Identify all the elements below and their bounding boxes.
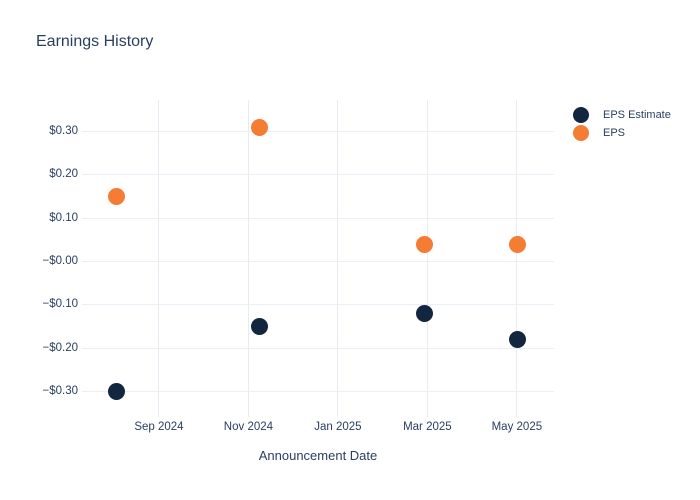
y-tick-label: $0.30 [49, 125, 78, 138]
grid-line-y [82, 131, 554, 133]
data-point-eps[interactable] [107, 188, 125, 206]
y-tick-label: $0.10 [49, 211, 78, 224]
data-point-eps-estimate[interactable] [251, 318, 269, 336]
legend-marker-eps [573, 125, 589, 141]
data-point-eps-estimate[interactable] [415, 305, 433, 323]
data-point-eps-estimate[interactable] [508, 331, 526, 349]
grid-line-y [82, 217, 554, 219]
legend-marker-eps-estimate [573, 107, 589, 123]
data-point-eps[interactable] [415, 235, 433, 253]
data-point-eps[interactable] [508, 235, 526, 253]
chart-title: Earnings History [36, 33, 154, 50]
grid-line-x [516, 100, 518, 417]
grid-line-y [82, 261, 554, 263]
data-point-eps[interactable] [251, 118, 269, 136]
grid-line-y [82, 391, 554, 393]
grid-line-x [247, 100, 249, 417]
y-tick-label: −$0.30 [42, 385, 79, 398]
y-tick-label: −$0.20 [42, 341, 79, 354]
legend-label-eps: EPS [603, 127, 626, 139]
legend: EPS Estimate EPS [573, 106, 671, 142]
grid-line-y [82, 347, 554, 349]
grid-line-y [82, 174, 554, 176]
y-tick-label: $0.20 [49, 168, 78, 181]
grid-line-x [158, 100, 160, 417]
legend-item-eps[interactable]: EPS [573, 124, 671, 142]
y-tick-label: −$0.00 [42, 255, 79, 268]
x-tick-label: Nov 2024 [223, 421, 274, 433]
x-tick-label: May 2025 [491, 421, 543, 433]
grid-line-x [426, 100, 428, 417]
x-tick-label: Jan 2025 [314, 421, 362, 433]
plot-area [82, 100, 554, 417]
grid-line-x [337, 100, 339, 417]
data-point-eps-estimate[interactable] [107, 383, 125, 401]
legend-item-eps-estimate[interactable]: EPS Estimate [573, 106, 671, 124]
legend-label-eps-estimate: EPS Estimate [603, 109, 671, 121]
x-tick-label: Mar 2025 [403, 421, 452, 433]
grid-line-y [82, 304, 554, 306]
x-tick-label: Sep 2024 [134, 421, 184, 433]
x-axis-title: Announcement Date [258, 448, 378, 463]
y-tick-label: −$0.10 [42, 298, 79, 311]
